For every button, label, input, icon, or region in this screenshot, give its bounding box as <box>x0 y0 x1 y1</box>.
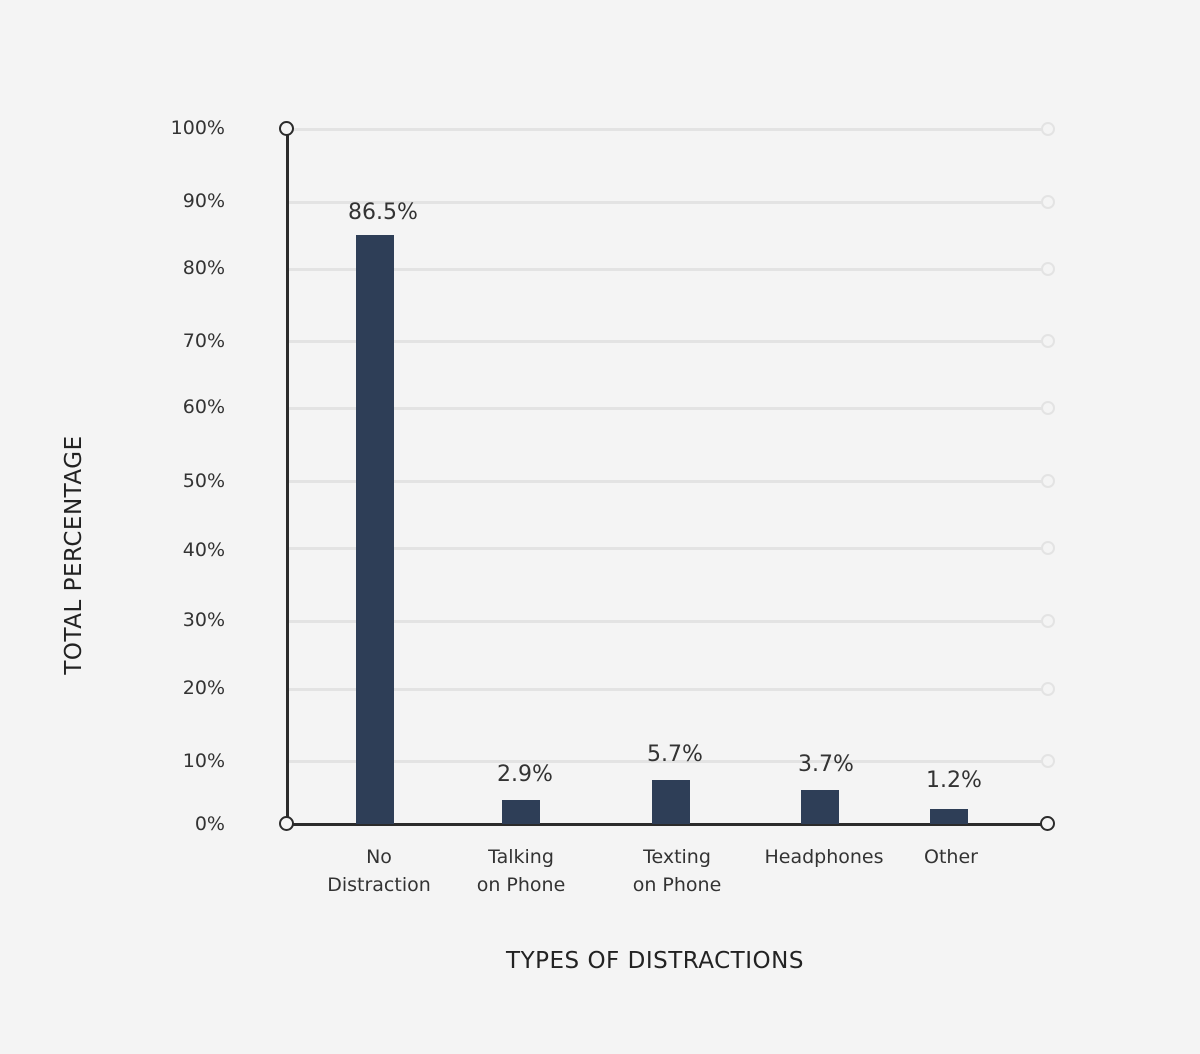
gridline-end-dot <box>1041 195 1055 209</box>
x-category-label: No Distraction <box>304 843 454 899</box>
value-label: 86.5% <box>348 200 418 225</box>
bar-headphones <box>801 790 839 824</box>
y-axis-title: TOTAL PERCENTAGE <box>61 435 87 675</box>
value-label: 5.7% <box>647 742 703 767</box>
x-label-line: No <box>366 846 392 868</box>
y-tick: 20% <box>182 677 225 699</box>
y-tick: 90% <box>182 190 225 212</box>
gridline-end-dot <box>1041 334 1055 348</box>
gridline-end-dot <box>1041 541 1055 555</box>
x-axis-line <box>286 823 1048 826</box>
x-label-line: on Phone <box>632 874 722 896</box>
y-tick: 60% <box>182 396 225 418</box>
gridline-end-dot <box>1041 474 1055 488</box>
x-category-label: Other <box>876 843 1026 871</box>
gridline <box>288 760 1043 763</box>
x-category-label: Texting on Phone <box>602 843 752 899</box>
gridline <box>288 620 1043 623</box>
gridline <box>288 688 1043 691</box>
gridline-end-dot <box>1041 122 1055 136</box>
y-tick: 100% <box>170 117 225 139</box>
y-tick: 70% <box>182 330 225 352</box>
y-tick: 0% <box>194 813 225 835</box>
gridline-end-dot <box>1041 401 1055 415</box>
y-tick: 50% <box>182 470 225 492</box>
x-label-line: Talking <box>488 846 554 868</box>
value-label: 2.9% <box>497 762 553 787</box>
x-label-line: Texting <box>643 846 711 868</box>
axis-origin-dot <box>279 816 294 831</box>
y-tick: 10% <box>182 750 225 772</box>
bar-no-distraction <box>356 235 394 824</box>
value-label: 3.7% <box>798 752 854 777</box>
bar-texting-on-phone <box>652 780 690 824</box>
x-label-line: Other <box>924 846 978 868</box>
bar-other <box>930 809 968 824</box>
value-label: 1.2% <box>926 768 982 793</box>
gridline-end-dot <box>1041 614 1055 628</box>
gridline <box>288 201 1043 204</box>
x-label-line: Headphones <box>764 846 884 868</box>
y-axis-line <box>286 129 289 825</box>
gridline-end-dot <box>1041 754 1055 768</box>
gridline <box>288 268 1043 271</box>
x-label-line: on Phone <box>476 874 566 896</box>
gridline <box>288 547 1043 550</box>
x-axis-title: TYPES OF DISTRACTIONS <box>506 948 804 974</box>
gridline <box>288 340 1043 343</box>
axis-end-dot <box>1040 816 1055 831</box>
gridline <box>288 480 1043 483</box>
gridline-end-dot <box>1041 682 1055 696</box>
gridline <box>288 128 1043 131</box>
y-tick: 30% <box>182 609 225 631</box>
bar-talking-on-phone <box>502 800 540 824</box>
x-category-label: Talking on Phone <box>446 843 596 899</box>
gridline-end-dot <box>1041 262 1055 276</box>
axis-top-dot <box>279 121 294 136</box>
x-label-line: Distraction <box>327 874 431 896</box>
x-category-label: Headphones <box>749 843 899 871</box>
y-tick: 80% <box>182 257 225 279</box>
y-tick: 40% <box>182 539 225 561</box>
gridline <box>288 407 1043 410</box>
